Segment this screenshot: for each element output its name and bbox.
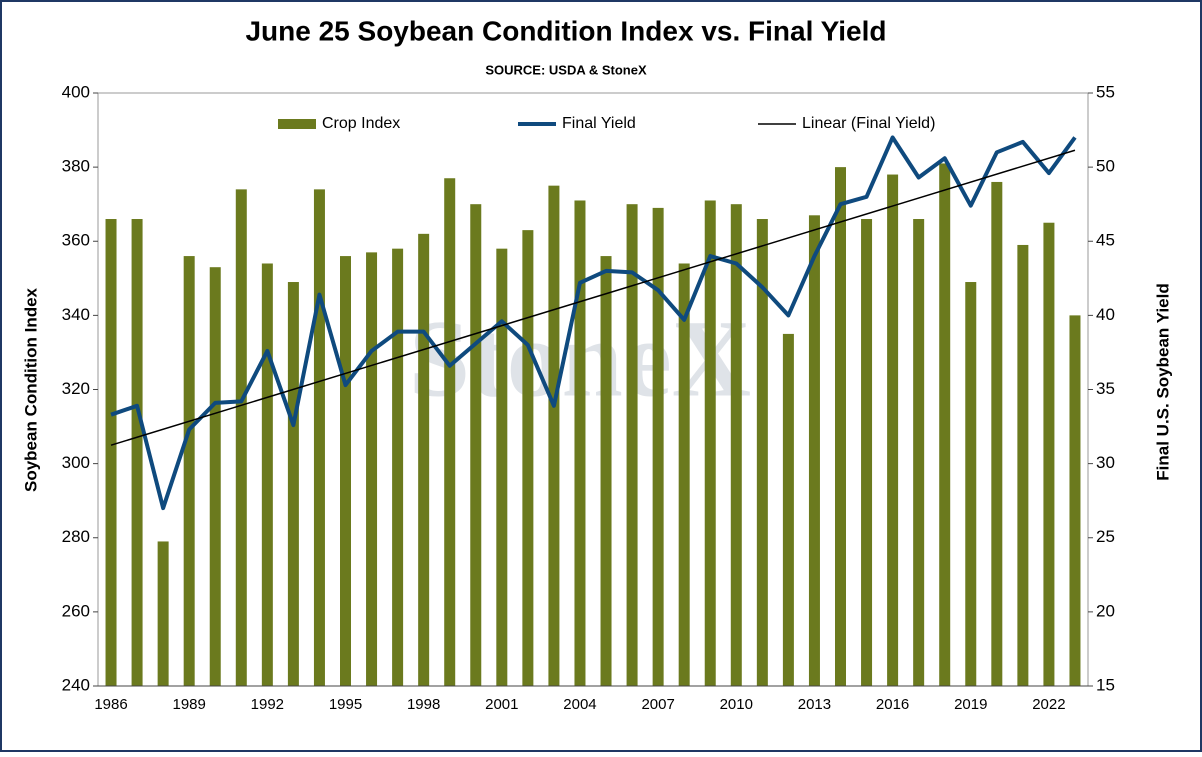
bar xyxy=(235,189,247,687)
y2-tick-label: 25 xyxy=(1096,527,1115,546)
trendline xyxy=(110,149,1076,446)
bar xyxy=(366,252,378,686)
y-tick-label: 280 xyxy=(62,527,90,546)
bar xyxy=(600,256,612,686)
bar xyxy=(105,219,117,686)
bar xyxy=(470,204,482,686)
y2-axis-label: Final U.S. Soybean Yield xyxy=(1153,283,1172,480)
bar xyxy=(704,200,716,686)
y2-tick-label: 15 xyxy=(1096,675,1115,694)
chart-title: June 25 Soybean Condition Index vs. Fina… xyxy=(245,15,886,46)
y-tick-label: 360 xyxy=(62,231,90,250)
bar xyxy=(756,219,768,686)
bar xyxy=(548,185,560,686)
bar xyxy=(261,263,273,686)
bar xyxy=(678,263,690,686)
x-tick-label: 1989 xyxy=(172,696,205,713)
bar xyxy=(808,215,820,686)
x-tick-label: 1998 xyxy=(407,696,440,713)
bar xyxy=(1069,315,1081,686)
legend-swatch xyxy=(278,119,316,129)
y-tick-label: 340 xyxy=(62,305,90,324)
x-tick-label: 1986 xyxy=(94,696,127,713)
bar xyxy=(730,204,742,686)
bar xyxy=(991,181,1003,686)
bar xyxy=(652,207,664,687)
bar xyxy=(131,219,143,686)
y2-tick-label: 55 xyxy=(1096,82,1115,101)
x-tick-label: 2007 xyxy=(641,696,674,713)
bar xyxy=(209,267,221,686)
y2-tick-label: 30 xyxy=(1096,453,1115,472)
bar xyxy=(887,174,899,686)
bar xyxy=(496,248,508,686)
bar xyxy=(444,178,456,686)
x-tick-label: 1995 xyxy=(329,696,362,713)
y-tick-label: 300 xyxy=(62,453,90,472)
x-tick-label: 2019 xyxy=(954,696,987,713)
bar xyxy=(418,233,430,686)
bar xyxy=(287,282,299,686)
chart-subtitle: SOURCE: USDA & StoneX xyxy=(485,62,647,77)
bar xyxy=(340,256,351,686)
legend-label: Final Yield xyxy=(562,115,636,132)
bar xyxy=(183,256,195,686)
x-tick-label: 2010 xyxy=(720,696,753,713)
bar xyxy=(861,219,873,686)
x-tick-label: 2001 xyxy=(485,696,518,713)
y2-tick-label: 40 xyxy=(1096,305,1115,324)
y-tick-label: 240 xyxy=(62,675,90,694)
y2-tick-label: 45 xyxy=(1096,231,1115,250)
bar xyxy=(626,204,638,686)
x-tick-label: 1992 xyxy=(251,696,284,713)
x-tick-label: 2022 xyxy=(1032,696,1065,713)
x-tick-label: 2013 xyxy=(798,696,831,713)
x-tick-label: 2004 xyxy=(563,696,596,713)
line xyxy=(110,135,1077,511)
bar xyxy=(522,230,534,686)
bar xyxy=(157,541,169,686)
bar xyxy=(574,200,586,686)
bar xyxy=(965,282,977,686)
y-axis-label: Soybean Condition Index xyxy=(21,287,40,492)
x-tick-label: 2016 xyxy=(876,696,909,713)
bar xyxy=(913,219,925,686)
y-tick-label: 380 xyxy=(62,157,90,176)
bar xyxy=(313,189,325,687)
bar xyxy=(939,163,951,686)
legend-label: Crop Index xyxy=(322,115,400,132)
bar xyxy=(392,248,404,686)
y2-tick-label: 20 xyxy=(1096,601,1115,620)
y-tick-label: 260 xyxy=(62,601,90,620)
bar xyxy=(782,333,794,686)
y-tick-label: 320 xyxy=(62,379,90,398)
y2-tick-label: 35 xyxy=(1096,379,1115,398)
y2-tick-label: 50 xyxy=(1096,157,1115,176)
legend-label: Linear (Final Yield) xyxy=(802,115,935,132)
y-tick-label: 400 xyxy=(62,82,90,101)
bar xyxy=(1017,244,1029,687)
bar xyxy=(1043,222,1055,686)
bar xyxy=(835,167,846,686)
